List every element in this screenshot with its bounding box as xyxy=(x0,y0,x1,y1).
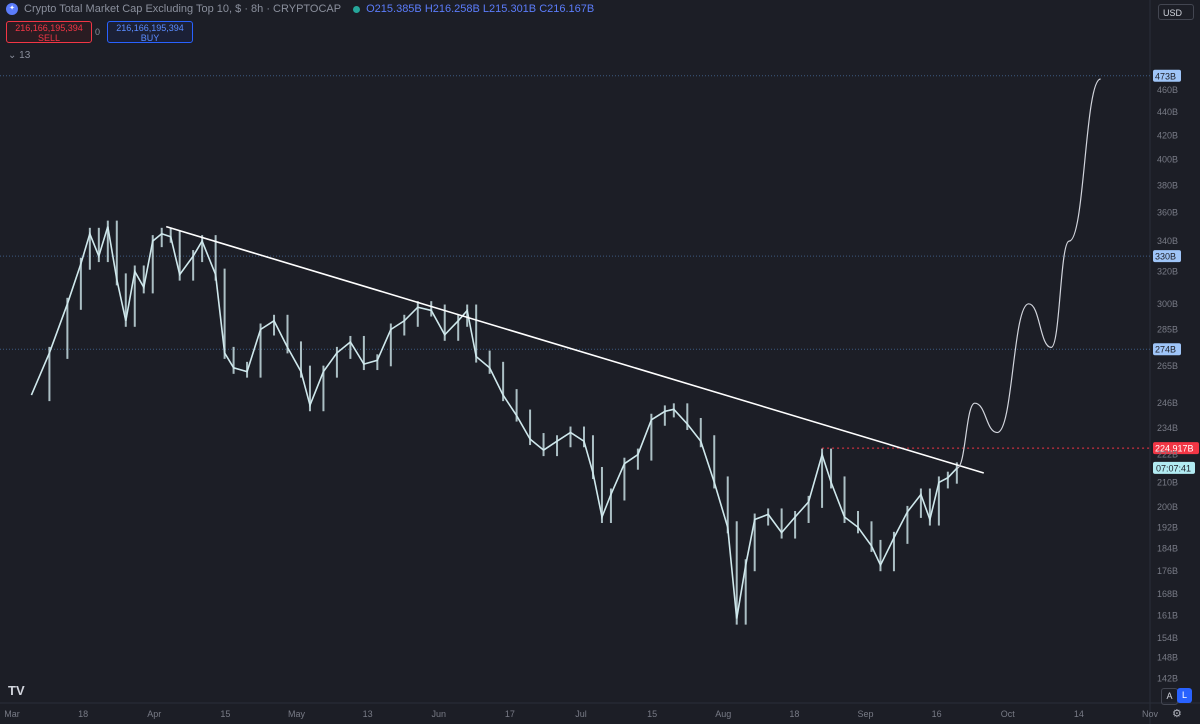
auto-scale-button[interactable]: A xyxy=(1161,688,1178,705)
indicators-count: 13 xyxy=(19,50,31,61)
y-tick-label: 440B xyxy=(1157,107,1178,117)
y-tick-label: 360B xyxy=(1157,208,1178,218)
buy-label: BUY xyxy=(140,33,160,43)
gear-icon[interactable]: ⚙ xyxy=(1172,708,1182,720)
x-tick-label: Mar xyxy=(4,709,20,719)
y-tick-label: 400B xyxy=(1157,155,1178,165)
trend-line xyxy=(165,225,985,474)
x-tick-label: 14 xyxy=(1074,709,1084,719)
x-tick-label: May xyxy=(288,709,306,719)
ohlc-values: O215.385B H216.258B L215.301B C216.167B xyxy=(366,3,595,15)
buy-button[interactable]: 216,166,195,394 BUY xyxy=(107,21,193,43)
x-tick-label: Jun xyxy=(431,709,446,719)
y-tick-label: 142B xyxy=(1157,673,1178,683)
y-tick-label: 300B xyxy=(1157,299,1178,309)
tradingview-logo-icon: TV xyxy=(8,683,25,698)
x-axis: Mar 18 Apr 15 May 13 Jun 17 Jul 15 Aug 18 Sep 16 Oct 14… xyxy=(4,709,1158,719)
sell-button[interactable]: 216,166,195,394 SELL xyxy=(6,21,92,43)
currency-select[interactable]: USD xyxy=(1158,4,1194,20)
y-tick-label: 200B xyxy=(1157,502,1178,512)
price-level-badge xyxy=(1153,69,1181,82)
y-tick-label: 265B xyxy=(1157,361,1178,371)
y-tick-label: 285B xyxy=(1157,325,1178,335)
sell-label: SELL xyxy=(37,33,61,43)
log-scale-button[interactable]: L xyxy=(1177,688,1192,703)
drawing-annotations xyxy=(165,78,1101,474)
y-tick-label: 420B xyxy=(1157,130,1178,140)
y-tick-label: 161B xyxy=(1157,610,1178,620)
price-level-label: 330B xyxy=(1155,252,1176,262)
y-tick-label: 222B xyxy=(1157,450,1178,460)
chart-header: ✦ Crypto Total Market Cap Excluding Top … xyxy=(6,3,594,15)
market-status-icon xyxy=(353,5,361,13)
x-tick-label: 18 xyxy=(78,709,88,719)
countdown-label: 07:07:41 xyxy=(1156,463,1191,473)
x-tick-label: 15 xyxy=(647,709,657,719)
y-axis: 460B 440B 420B 400B 380B 360B 340B 320B 300B 285B… xyxy=(1157,85,1178,684)
y-tick-label: 460B xyxy=(1157,85,1178,95)
price-series xyxy=(30,220,958,625)
x-tick-label: Apr xyxy=(147,709,161,719)
price-level-badge xyxy=(1153,442,1199,455)
price-level-label: 473B xyxy=(1155,71,1176,81)
y-tick-label: 234B xyxy=(1157,423,1178,433)
x-tick-label: 13 xyxy=(363,709,373,719)
crypto-logo-icon: ✦ xyxy=(6,3,18,15)
y-tick-label: 380B xyxy=(1157,180,1178,190)
price-level-badge xyxy=(1153,343,1181,356)
y-tick-label: 246B xyxy=(1157,398,1178,408)
countdown-badge xyxy=(1153,461,1195,474)
price-levels: 473B 330B 274B 224.917B 07:07:41 xyxy=(0,69,1199,474)
x-tick-label: Nov xyxy=(1142,709,1159,719)
sell-price: 216,166,195,394 xyxy=(15,23,83,33)
price-level-label: 274B xyxy=(1155,345,1176,355)
x-tick-label: Jul xyxy=(575,709,587,719)
buy-price: 216,166,195,394 xyxy=(116,23,184,33)
indicators-toggle[interactable]: ⌄ 13 xyxy=(8,50,30,61)
x-tick-label: 18 xyxy=(789,709,799,719)
price-level-label: 224.917B xyxy=(1155,444,1194,454)
y-tick-label: 210B xyxy=(1157,477,1178,487)
x-tick-label: Oct xyxy=(1001,709,1016,719)
price-line xyxy=(30,226,958,619)
spread-value: 0 xyxy=(95,27,101,37)
y-tick-label: 192B xyxy=(1157,522,1178,532)
y-tick-label: 184B xyxy=(1157,544,1178,554)
price-level-badge xyxy=(1153,250,1181,263)
y-tick-label: 154B xyxy=(1157,633,1178,643)
x-tick-label: Sep xyxy=(857,709,873,719)
x-tick-label: Aug xyxy=(715,709,731,719)
x-tick-label: 17 xyxy=(505,709,515,719)
y-tick-label: 176B xyxy=(1157,566,1178,576)
y-tick-label: 320B xyxy=(1157,266,1178,276)
x-tick-label: 15 xyxy=(220,709,230,719)
chevron-down-icon: ⌄ xyxy=(8,50,17,61)
y-tick-label: 340B xyxy=(1157,236,1178,246)
y-tick-label: 168B xyxy=(1157,589,1178,599)
y-tick-label: 148B xyxy=(1157,653,1178,663)
x-tick-label: 16 xyxy=(932,709,942,719)
chart-title: Crypto Total Market Cap Excluding Top 10… xyxy=(24,3,342,15)
projection-curve xyxy=(956,78,1101,469)
